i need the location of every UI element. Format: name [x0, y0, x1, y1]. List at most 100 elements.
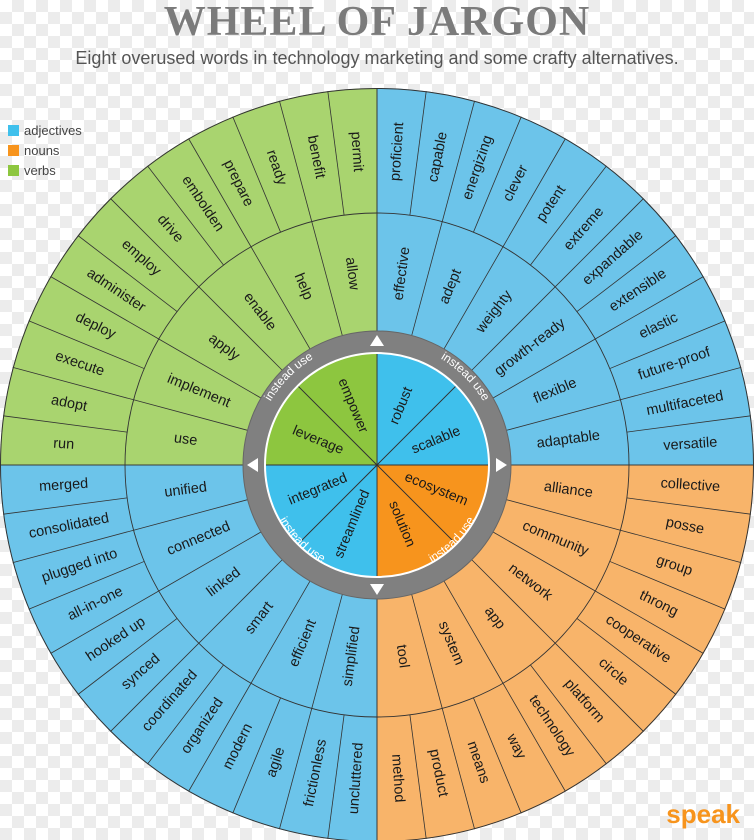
- ring-arrow-icon: [247, 458, 258, 472]
- outer-divider: [530, 165, 607, 266]
- middle-word: effective: [391, 246, 414, 301]
- outer-word: posse: [664, 514, 705, 537]
- outer-divider: [502, 138, 566, 247]
- page-title: WHEEL OF JARGON: [163, 0, 591, 45]
- middle-divider: [250, 246, 311, 350]
- outer-word: proficient: [387, 122, 407, 182]
- outer-divider: [473, 697, 522, 814]
- middle-divider: [133, 399, 248, 431]
- middle-divider: [411, 594, 443, 709]
- middle-divider: [311, 594, 343, 709]
- middle-divider: [158, 338, 262, 399]
- outer-divider: [595, 590, 704, 654]
- outer-word: merged: [39, 476, 89, 495]
- outer-divider: [279, 100, 313, 222]
- middle-divider: [198, 286, 283, 371]
- quadrant-bottom-right-band: [0, 465, 377, 840]
- middle-word: unified: [163, 479, 207, 500]
- outer-divider: [279, 708, 313, 830]
- outer-divider: [28, 561, 145, 610]
- ring-arrow-icon: [370, 335, 384, 346]
- middle-word: use: [173, 430, 198, 449]
- outer-divider: [3, 497, 128, 515]
- outer-word: collective: [660, 475, 721, 495]
- legend-label-adjectives: adjectives: [24, 122, 82, 138]
- middle-word: tool: [393, 644, 412, 669]
- outer-divider: [110, 642, 200, 732]
- outer-divider: [110, 198, 200, 288]
- middle-divider: [250, 580, 311, 684]
- outer-divider: [147, 165, 224, 266]
- middle-divider: [411, 221, 443, 336]
- middle-divider: [198, 559, 283, 644]
- outer-divider: [554, 642, 644, 732]
- legend-swatch-verbs: [8, 164, 19, 176]
- outer-divider: [473, 116, 522, 233]
- quadrant-top-right-band: [377, 465, 754, 840]
- outer-divider: [409, 714, 427, 839]
- middle-divider: [492, 338, 596, 399]
- outer-divider: [50, 276, 159, 340]
- outer-word: run: [53, 436, 75, 453]
- outer-divider: [626, 497, 751, 515]
- middle-divider: [443, 246, 504, 350]
- outer-divider: [409, 91, 427, 216]
- speak-logo: speak: [666, 799, 740, 829]
- middle-divider: [506, 499, 621, 531]
- outer-word: uncluttered: [346, 742, 367, 815]
- legend-item-nouns: nouns: [8, 140, 82, 160]
- outer-divider: [327, 714, 345, 839]
- core-rim: [264, 352, 490, 578]
- legend: adjectives nouns verbs: [8, 120, 82, 180]
- outer-divider: [12, 529, 134, 563]
- ring-arrow-icon: [370, 584, 384, 595]
- middle-divider: [471, 286, 556, 371]
- outer-divider: [50, 590, 159, 654]
- outer-divider: [626, 415, 751, 433]
- middle-divider: [158, 531, 262, 592]
- middle-divider: [311, 221, 343, 336]
- outer-divider: [609, 561, 726, 610]
- outer-divider: [576, 618, 677, 695]
- middle-word: allow: [342, 256, 362, 291]
- outer-word: adopt: [50, 392, 89, 415]
- ring-arrow-icon: [496, 458, 507, 472]
- legend-swatch-nouns: [8, 144, 19, 156]
- outer-word: versatile: [663, 435, 718, 454]
- outer-divider: [576, 235, 677, 312]
- legend-label-nouns: nouns: [24, 142, 60, 158]
- outer-divider: [620, 529, 742, 563]
- outer-divider: [609, 320, 726, 369]
- outer-divider: [530, 664, 607, 765]
- outer-divider: [77, 235, 178, 312]
- outer-divider: [147, 664, 224, 765]
- middle-word: alliance: [543, 479, 594, 501]
- legend-item-adjectives: adjectives: [8, 120, 82, 140]
- middle-divider: [492, 531, 596, 592]
- legend-swatch-adjectives: [8, 124, 19, 136]
- middle-word: simplified: [340, 625, 364, 687]
- outer-word: method: [388, 754, 407, 803]
- outer-divider: [12, 367, 134, 401]
- middle-divider: [506, 399, 621, 431]
- outer-divider: [502, 683, 566, 792]
- outer-divider: [441, 708, 475, 830]
- page-subtitle: Eight overused words in technology marke…: [75, 48, 679, 68]
- outer-divider: [188, 138, 252, 247]
- middle-divider: [443, 580, 504, 684]
- middle-circle: [124, 212, 630, 718]
- outer-divider: [232, 697, 281, 814]
- outer-divider: [441, 100, 475, 222]
- outer-divider: [232, 116, 281, 233]
- outer-divider: [554, 198, 644, 288]
- outer-divider: [28, 320, 145, 369]
- outer-divider: [188, 683, 252, 792]
- outer-word: permit: [347, 131, 366, 172]
- outer-divider: [595, 276, 704, 340]
- outer-divider: [620, 367, 742, 401]
- legend-label-verbs: verbs: [24, 162, 56, 178]
- middle-divider: [133, 499, 248, 531]
- outer-divider: [77, 618, 178, 695]
- legend-item-verbs: verbs: [8, 160, 82, 180]
